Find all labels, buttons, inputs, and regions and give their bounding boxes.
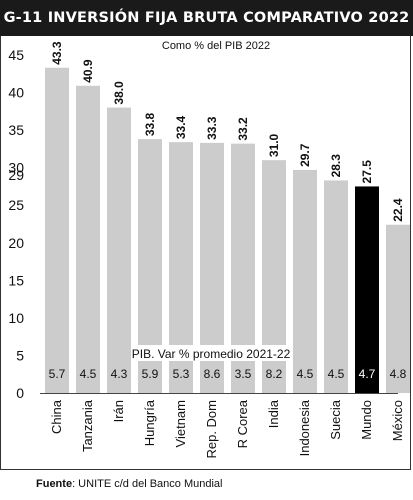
bar-secondary-value: 4.5 — [297, 367, 314, 381]
bar-value-label: 22.4 — [391, 198, 405, 222]
bar — [76, 85, 100, 393]
bar-secondary-value: 4.8 — [390, 367, 407, 381]
y-tick-label: 45 — [8, 47, 24, 63]
bar-secondary-value: 4.5 — [328, 367, 345, 381]
bar — [45, 67, 69, 393]
y-tick-label: 5 — [16, 347, 24, 363]
x-tick-label: India — [266, 399, 281, 428]
bar-secondary-value: 4.3 — [111, 367, 128, 381]
x-tick-label: Irán — [111, 400, 126, 422]
bar-value-label: 29.7 — [298, 143, 312, 167]
bar — [324, 180, 348, 393]
chart-title-banner: G-11 INVERSIÓN FIJA BRUTA COMPARATIVO 20… — [0, 0, 413, 36]
bar-value-label: 38.0 — [112, 81, 126, 105]
x-tick-label: Mundo — [359, 400, 374, 440]
y-tick-label: 40 — [8, 85, 24, 101]
x-tick-label: Indonesia — [297, 399, 312, 456]
source-label: Fuente — [36, 478, 73, 490]
y-tick-label: 35 — [8, 122, 24, 138]
x-tick-label: Rep. Dom — [204, 400, 219, 459]
x-tick-label: Hungría — [142, 399, 157, 446]
x-tick-label: Suecia — [328, 399, 343, 440]
bar-secondary-value: 5.9 — [142, 367, 159, 381]
bar-value-label: 31.0 — [267, 133, 281, 157]
y-tick-label: 30 — [8, 160, 24, 176]
bar — [386, 224, 410, 393]
bar-value-label: 43.3 — [50, 41, 64, 65]
x-tick-label: Vietnam — [173, 400, 188, 447]
y-tick-label: 25 — [8, 197, 24, 213]
y-tick-label: 10 — [8, 310, 24, 326]
bar-secondary-value: 4.7 — [359, 367, 376, 381]
x-tick-label: Tanzania — [80, 399, 95, 452]
bar — [107, 107, 131, 394]
bar-value-label: 27.5 — [360, 160, 374, 184]
bar — [293, 169, 317, 393]
bar-value-label: 33.3 — [205, 116, 219, 140]
x-tick-label: China — [49, 399, 64, 434]
plot-border — [0, 36, 411, 470]
source-note: Fuente: UNITE c/d del Banco Mundial — [36, 478, 222, 490]
y-tick-label: 0 — [16, 385, 24, 401]
bar-value-label: 28.3 — [329, 154, 343, 178]
bar-secondary-value: 5.3 — [173, 367, 190, 381]
bar-secondary-value: 3.5 — [235, 367, 252, 381]
bar — [355, 186, 379, 393]
bar-secondary-value: 8.2 — [266, 367, 283, 381]
y-tick-label: 15 — [8, 272, 24, 288]
y-tick-label: 20 — [8, 235, 24, 251]
chart-subtitle: Como % del PIB 2022 — [162, 40, 270, 52]
bar-value-label: 40.9 — [81, 59, 95, 83]
bar-secondary-value: 5.7 — [49, 367, 66, 381]
x-tick-label: R Corea — [235, 399, 250, 448]
legend-label-background — [132, 345, 290, 361]
source-text: : UNITE c/d del Banco Mundial — [72, 478, 223, 490]
bar-value-label: 33.4 — [174, 115, 188, 139]
bar-value-label: 33.2 — [236, 117, 250, 141]
bar-secondary-value: 8.6 — [204, 367, 221, 381]
bar-value-label: 33.8 — [143, 112, 157, 136]
x-tick-label: México — [390, 400, 405, 441]
bar-secondary-value: 4.5 — [80, 367, 97, 381]
y-tick-label: 29 — [8, 167, 24, 183]
secondary-series-label: PIB. Var % promedio 2021-22 — [132, 347, 291, 361]
